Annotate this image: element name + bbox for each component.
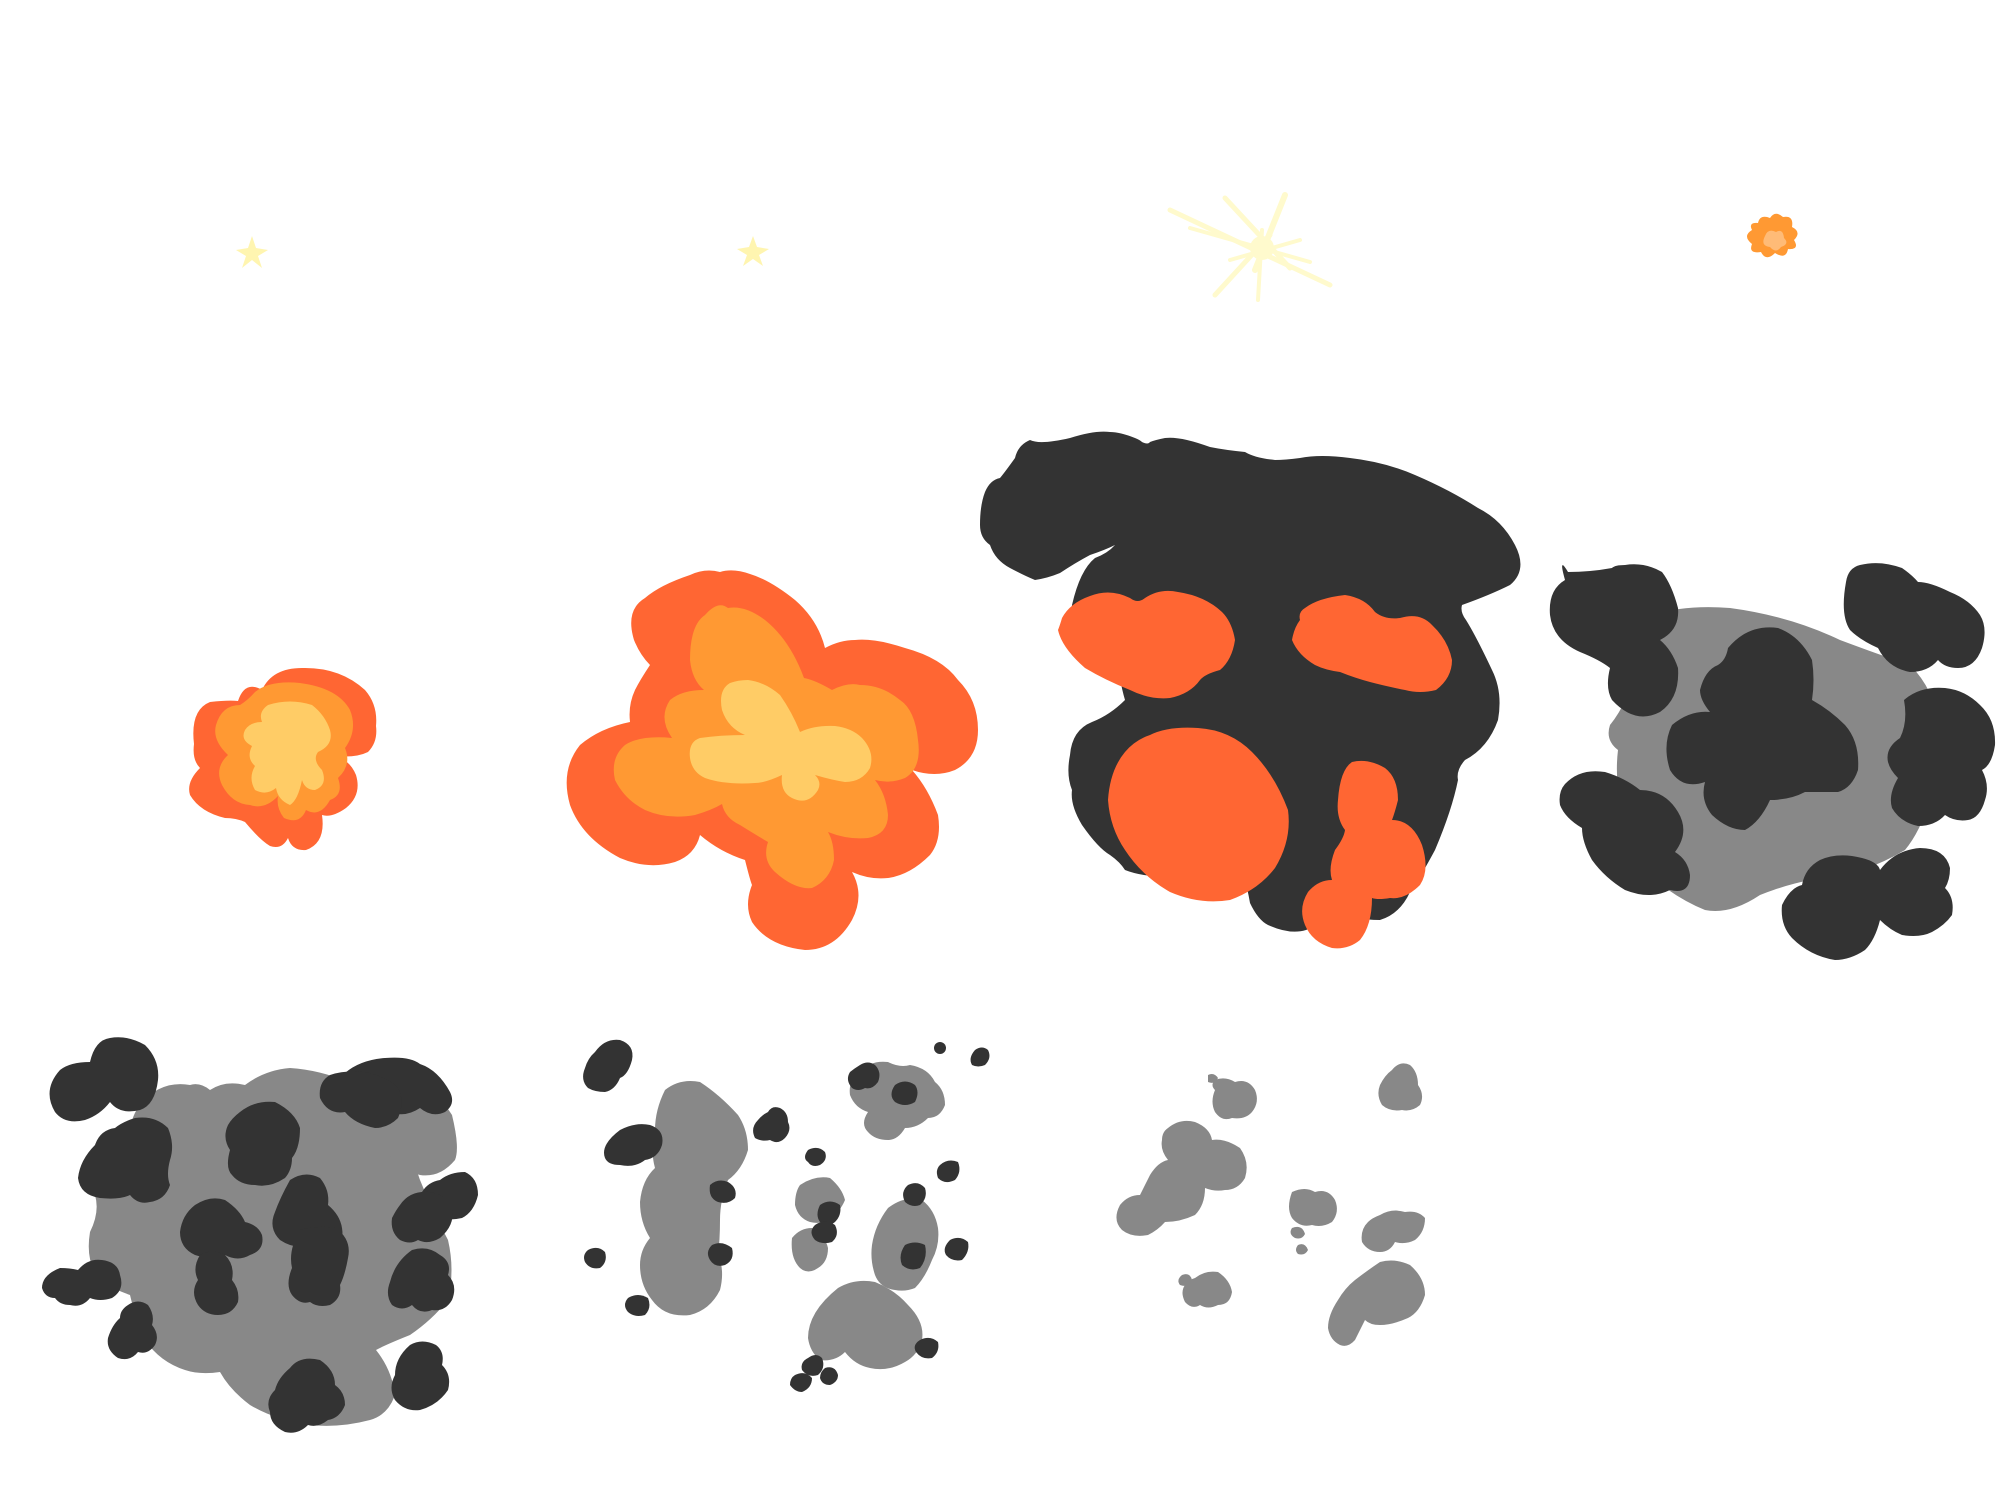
frame-10-dispersing-smoke [583,1039,990,1392]
frame-6-large-fireball [566,570,978,950]
frame-1-spark [236,236,268,268]
frame-11-fading-smoke [1116,1063,1425,1346]
frame-8-dense-smoke [1549,563,1996,960]
frame-9-smoke-cloud [42,1037,478,1433]
frame-7-fire-smoke [980,431,1521,949]
frame-5-small-fireball [189,667,377,851]
frame-2-spark [737,236,769,266]
frame-3-spark-burst [1167,192,1333,302]
frame-4-tiny-fire [1747,213,1798,258]
